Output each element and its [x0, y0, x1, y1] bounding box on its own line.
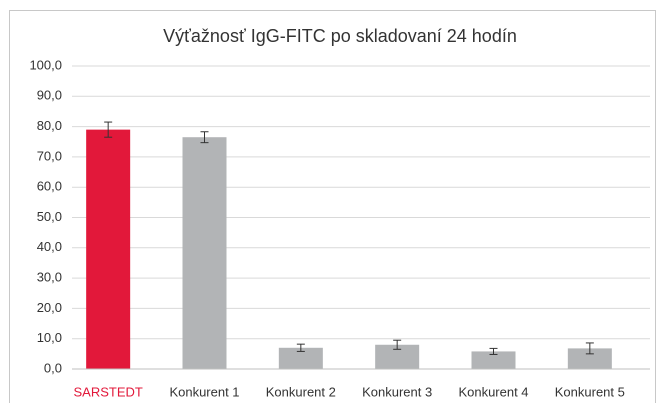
y-tick-label: 60,0: [37, 179, 62, 194]
bar: [567, 348, 612, 369]
x-tick-label: Konkurent 2: [266, 384, 336, 399]
y-tick-label: 0,0: [44, 360, 62, 375]
y-tick-label: 100,0: [29, 57, 62, 72]
x-tick-label: Konkurent 1: [169, 384, 239, 399]
chart-title: Výťažnosť IgG-FITC po skladovaní 24 hodí…: [163, 26, 517, 46]
x-tick-label: Konkurent 3: [362, 384, 432, 399]
bar: [471, 351, 516, 369]
y-tick-label: 90,0: [37, 88, 62, 103]
y-tick-label: 30,0: [37, 270, 62, 285]
x-tick-label: Konkurent 4: [458, 384, 528, 399]
y-tick-label: 10,0: [37, 330, 62, 345]
y-tick-label: 20,0: [37, 300, 62, 315]
y-tick-label: 70,0: [37, 148, 62, 163]
bar: [86, 129, 131, 369]
bar: [182, 137, 227, 369]
y-tick-label: 50,0: [37, 209, 62, 224]
x-tick-label: SARSTEDT: [73, 384, 142, 399]
bar: [278, 347, 323, 369]
y-tick-label: 40,0: [37, 239, 62, 254]
y-tick-label: 80,0: [37, 118, 62, 133]
x-tick-label: Konkurent 5: [555, 384, 625, 399]
